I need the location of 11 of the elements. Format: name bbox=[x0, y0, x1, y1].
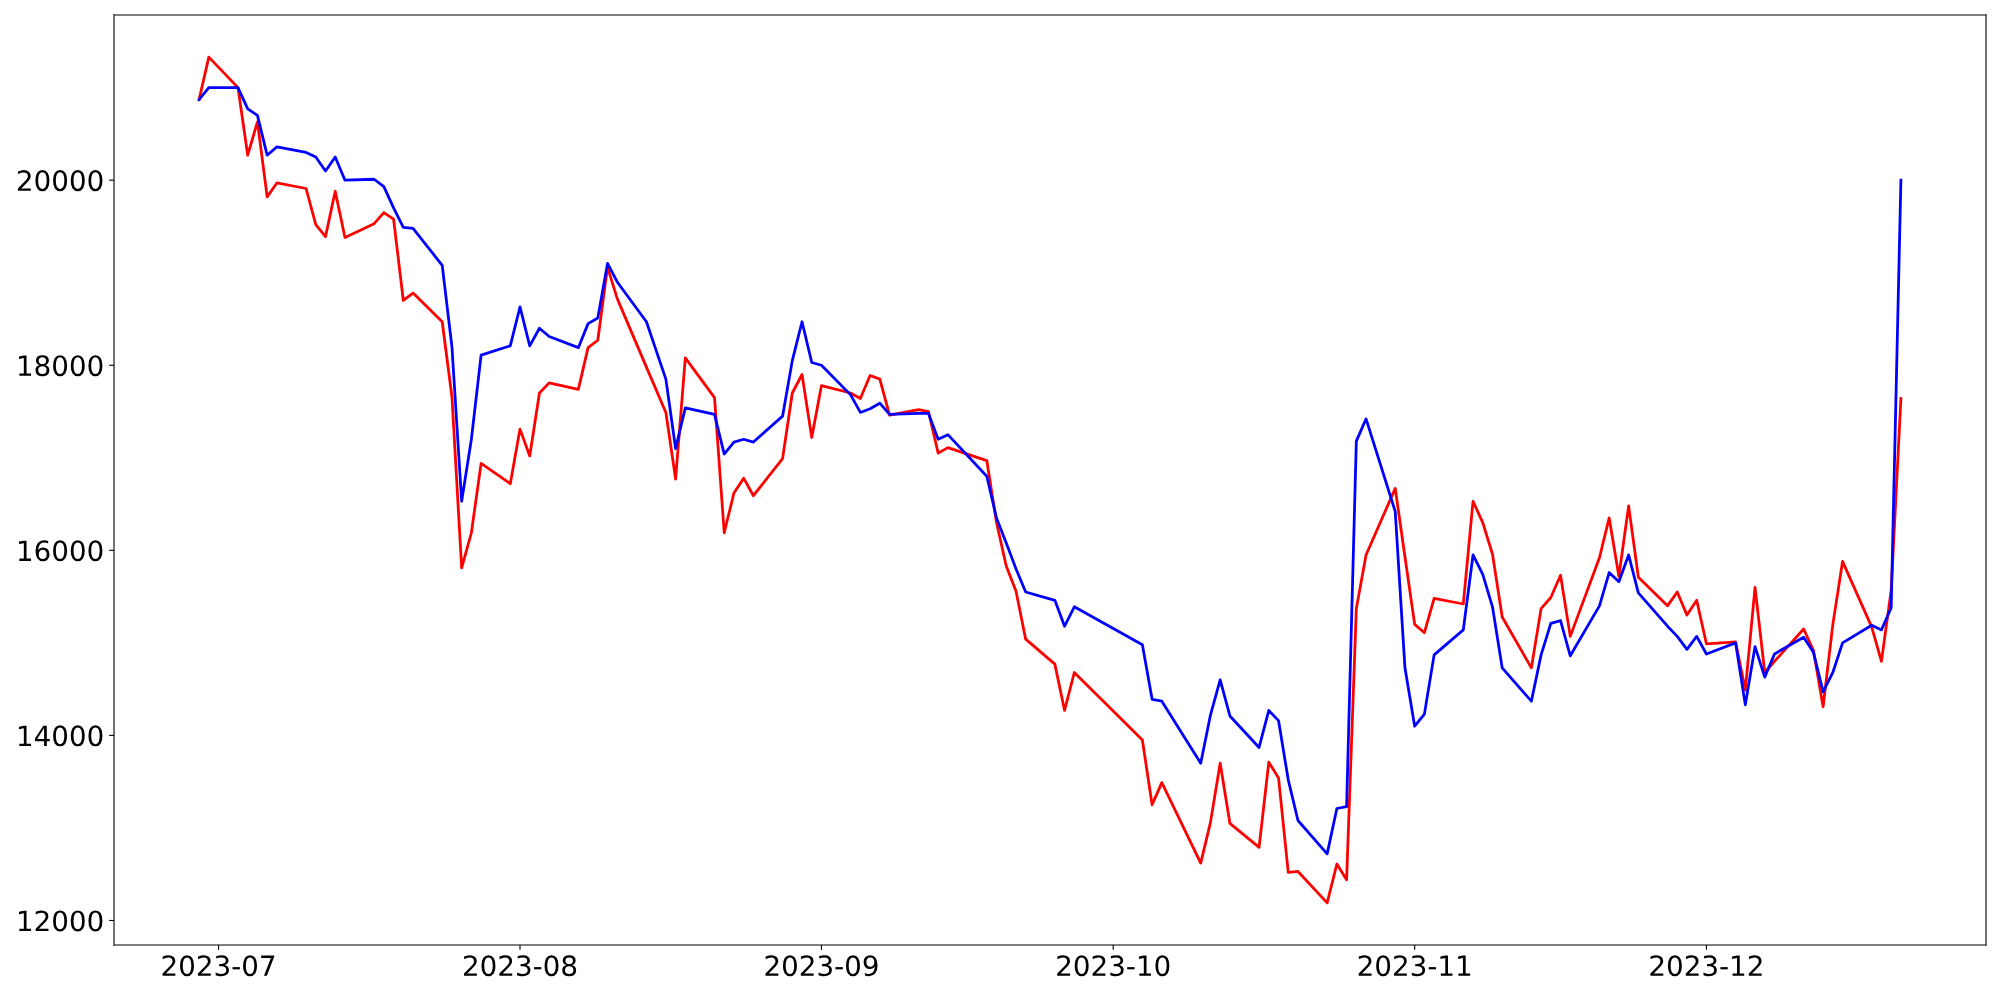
y-tick-label: 18000 bbox=[18, 355, 103, 377]
x-tick-label: 2023-12 bbox=[1650, 955, 1762, 977]
x-tick-label: 2023-09 bbox=[765, 955, 878, 977]
y-tick-label: 14000 bbox=[18, 725, 103, 747]
x-tick-label: 2023-08 bbox=[464, 955, 577, 977]
y-tick-label: 12000 bbox=[18, 910, 103, 932]
y-tick-label: 20000 bbox=[17, 170, 103, 192]
x-tick-label: 2023-10 bbox=[1057, 955, 1170, 977]
y-tick-label: 16000 bbox=[18, 540, 103, 562]
x-tick-label: 2023-07 bbox=[162, 955, 275, 977]
x-tick-label: 2023-11 bbox=[1358, 955, 1471, 977]
